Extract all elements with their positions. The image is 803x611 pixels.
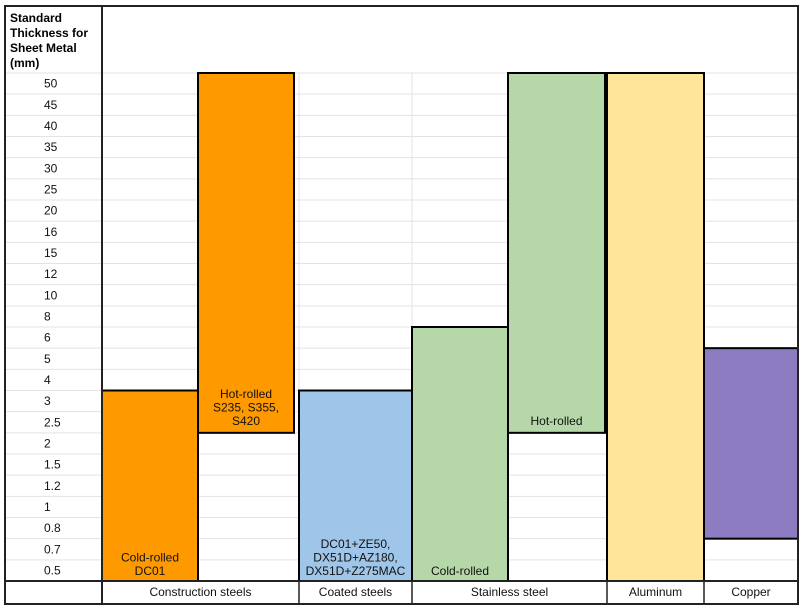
bar-label: DC01 [135, 564, 166, 578]
bar-stainless-steel [507, 72, 606, 434]
y-tick-label: 8 [44, 309, 51, 323]
bar-construction-steels [101, 389, 199, 582]
y-tick-label: 4 [44, 373, 51, 387]
bar-construction-steels [197, 72, 295, 434]
bar-aluminum [606, 72, 705, 582]
bar-label: DX51D+AZ180, [313, 551, 397, 565]
y-tick-label: 45 [44, 98, 58, 112]
y-tick-label: 2.5 [44, 415, 61, 429]
x-category-label: Aluminum [629, 585, 682, 599]
y-tick-label: 12 [44, 267, 58, 281]
y-tick-label: 35 [44, 140, 58, 154]
y-tick-label: 0.5 [44, 563, 61, 577]
y-tick-label: 50 [44, 77, 58, 91]
y-axis-title-line: Thickness for [10, 26, 88, 40]
x-category-label: Coated steels [319, 585, 392, 599]
x-axis-categories: Construction steels Coated steels Stainles… [149, 585, 770, 599]
y-tick-label: 2 [44, 436, 51, 450]
y-tick-label: 1.2 [44, 479, 61, 493]
bar-label: Cold-rolled [121, 551, 179, 565]
bars [101, 72, 799, 582]
y-axis-title: Standard Thickness for Sheet Metal (mm) [10, 11, 88, 70]
y-axis-title-line: Standard [10, 11, 62, 25]
x-category-label: Copper [731, 585, 770, 599]
y-tick-label: 0.8 [44, 521, 61, 535]
y-axis-ticks: 0.50.70.811.21.522.534568101215162025303… [44, 77, 61, 578]
y-axis-title-line: Sheet Metal [10, 41, 77, 55]
x-category-label: Stainless steel [471, 585, 548, 599]
y-tick-label: 1 [44, 500, 51, 514]
bar-label: Hot-rolled [220, 387, 272, 401]
y-tick-label: 16 [44, 225, 58, 239]
y-axis-title-line: (mm) [10, 56, 39, 70]
y-tick-label: 5 [44, 352, 51, 366]
y-tick-label: 30 [44, 161, 58, 175]
frame [4, 5, 799, 605]
bar-label: DC01+ZE50, [321, 537, 391, 551]
outer-border [4, 5, 799, 605]
y-tick-label: 6 [44, 331, 51, 345]
y-tick-label: 40 [44, 119, 58, 133]
bar-label: Hot-rolled [530, 414, 582, 428]
y-tick-label: 3 [44, 394, 51, 408]
bar-stainless-steel [411, 326, 509, 582]
bar-label: DX51D+Z275MAC [306, 564, 406, 578]
bar-label: S235, S355, [213, 400, 279, 414]
y-tick-label: 20 [44, 204, 58, 218]
y-tick-label: 25 [44, 182, 58, 196]
x-category-label: Construction steels [149, 585, 251, 599]
bar-copper [703, 347, 799, 540]
y-tick-label: 0.7 [44, 542, 61, 556]
y-tick-label: 1.5 [44, 458, 61, 472]
y-tick-label: 10 [44, 288, 58, 302]
bar-label: S420 [232, 414, 260, 428]
y-tick-label: 15 [44, 246, 58, 260]
bar-label: Cold-rolled [431, 564, 489, 578]
